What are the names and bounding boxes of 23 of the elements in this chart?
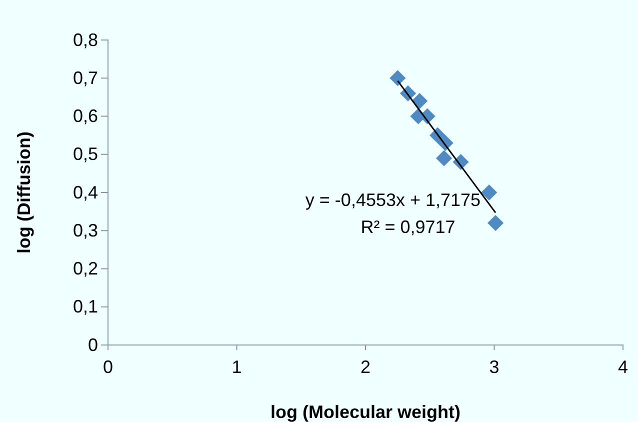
point <box>436 150 452 166</box>
y-tick-label: 0,1 <box>72 296 98 317</box>
x-axis-title: log (Molecular weight) <box>270 402 461 422</box>
x-tick-label: 3 <box>489 356 500 377</box>
y-tick-label: 0,2 <box>72 258 98 279</box>
y-tick-label: 0 <box>88 334 98 355</box>
y-tick-label: 0,4 <box>72 182 98 202</box>
y-tick-label: 0,5 <box>72 144 98 164</box>
y-tick-label: 0,7 <box>72 68 98 88</box>
point <box>412 92 428 110</box>
x-tick-label: 4 <box>618 356 628 377</box>
point <box>390 70 406 86</box>
y-tick-label: 0,3 <box>72 220 98 240</box>
annotation: y = -0,4553x + 1,7175 <box>305 190 481 210</box>
y-tick-label: 0,6 <box>72 106 98 126</box>
x-tick-label: 1 <box>232 356 242 377</box>
y-axis-title: log (Diffusion) <box>14 132 34 254</box>
point <box>481 184 498 201</box>
point <box>487 214 504 232</box>
x-tick-label: 0 <box>102 356 114 377</box>
annotation: R² = 0,9717 <box>360 217 456 237</box>
x-tick-label: 2 <box>360 356 371 377</box>
y-tick-label: 0,8 <box>72 30 98 50</box>
